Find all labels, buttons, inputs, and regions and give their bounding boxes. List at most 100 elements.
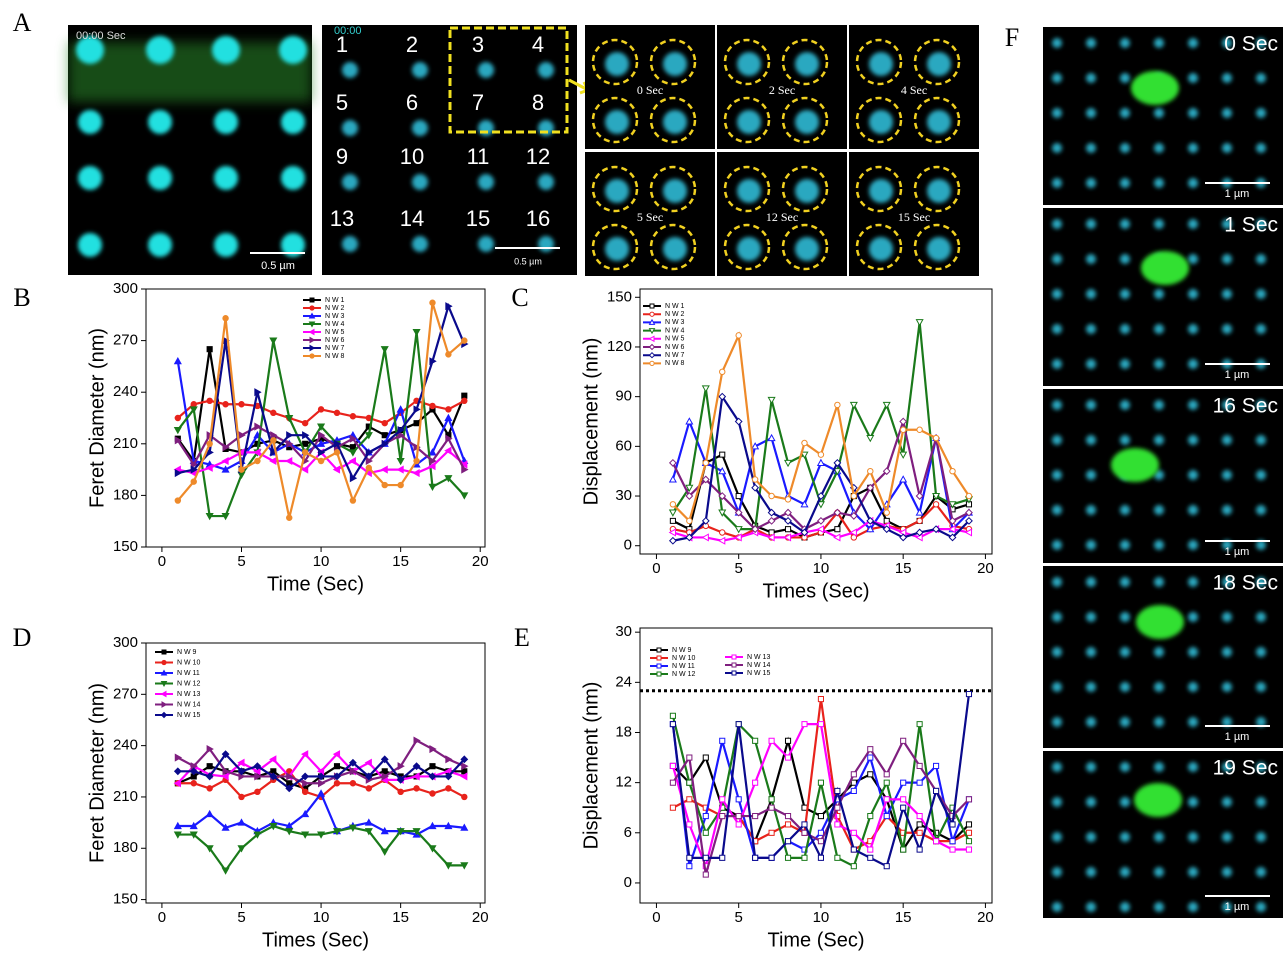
data-point — [302, 431, 310, 440]
dashed-outline — [723, 223, 771, 271]
scale-label: 1 µm — [1225, 901, 1250, 913]
data-point — [254, 422, 262, 431]
y-tick-label: 270 — [113, 685, 138, 702]
legend-marker — [649, 311, 655, 317]
legend-label: N W 4 — [665, 327, 685, 334]
legend-marker — [161, 701, 168, 708]
data-point — [669, 517, 676, 524]
legend-label: N W 2 — [665, 311, 685, 318]
fluorescent-spot — [538, 120, 554, 136]
fluorescent-spot — [1256, 867, 1266, 877]
fluorescent-spot — [1052, 505, 1062, 515]
fluorescent-spot — [1052, 797, 1062, 807]
fluorescent-spot — [1188, 717, 1198, 727]
fluorescent-spot — [1052, 254, 1062, 264]
data-point — [899, 533, 908, 542]
fluorescent-spot — [1086, 470, 1096, 480]
panel-letter: A — [13, 8, 32, 37]
dashed-outline — [723, 165, 771, 213]
data-point — [461, 392, 468, 399]
frame-time: 2 Sec — [769, 83, 795, 97]
data-point — [380, 346, 389, 354]
data-point — [767, 433, 776, 442]
image-tile — [585, 25, 715, 149]
y-tick-label: 180 — [113, 486, 138, 503]
x-axis-title: Times (Sec) — [762, 580, 869, 602]
fluorescent-spot — [1154, 540, 1164, 550]
fluorescent-spot — [1086, 289, 1096, 299]
data-point — [734, 533, 742, 542]
data-point — [719, 813, 726, 820]
data-point — [800, 500, 809, 508]
data-point — [735, 492, 742, 500]
data-point — [332, 828, 342, 836]
green-cell — [1136, 605, 1184, 639]
legend-label: N W 12 — [672, 671, 695, 678]
data-point — [784, 813, 792, 820]
data-point — [206, 397, 213, 405]
legend-label: N W 6 — [325, 337, 345, 344]
fluorescent-spot — [1188, 682, 1198, 692]
fluorescent-spot — [1188, 577, 1198, 587]
fluorescent-spot — [1256, 400, 1266, 410]
fluorescent-spot — [1120, 797, 1130, 807]
data-point — [916, 517, 923, 525]
y-tick-label: 12 — [615, 774, 632, 791]
legend-label: N W 4 — [325, 321, 345, 328]
data-point — [413, 785, 420, 792]
legend-marker — [731, 654, 737, 660]
legend-label: N W 11 — [177, 670, 200, 677]
fluorescent-spot — [1222, 73, 1232, 83]
fluorescent-spot — [1086, 219, 1096, 229]
data-point — [817, 829, 824, 836]
legend-marker — [656, 655, 662, 661]
legend-marker — [308, 321, 316, 328]
data-point — [701, 385, 710, 393]
data-point — [833, 458, 842, 467]
data-point — [221, 512, 230, 521]
frame-time: 0 Sec — [637, 83, 663, 97]
fluorescent-spot — [1256, 289, 1266, 299]
data-point — [333, 449, 341, 456]
data-point — [189, 406, 198, 414]
data-point — [719, 737, 726, 744]
dashed-outline — [649, 38, 697, 86]
y-tick-label: 90 — [615, 388, 632, 405]
fluorescent-spot — [1086, 178, 1096, 188]
data-point — [834, 854, 841, 861]
fluorescent-spot — [1222, 108, 1232, 118]
data-point — [686, 517, 693, 525]
legend-label: N W 13 — [177, 691, 200, 698]
data-point — [834, 526, 841, 533]
data-point — [932, 492, 941, 501]
fluorescent-spot — [1256, 612, 1266, 622]
data-point — [850, 863, 857, 870]
dashed-outline — [781, 96, 829, 144]
plot-frame — [639, 288, 993, 555]
fluorescent-spot — [1154, 108, 1164, 118]
data-point — [834, 821, 841, 828]
data-point — [445, 755, 453, 764]
fluorescent-spot — [1222, 435, 1232, 445]
data-point — [348, 449, 357, 457]
legend-label: N W 7 — [665, 352, 685, 359]
fluorescent-spot — [1188, 867, 1198, 877]
data-point — [206, 440, 213, 448]
fluorescent-spot — [1188, 254, 1198, 264]
fluorescent-spot — [78, 233, 102, 257]
legend-marker — [161, 649, 167, 655]
data-point — [429, 745, 437, 754]
data-point — [301, 831, 310, 839]
data-point — [867, 467, 874, 475]
legend-marker — [160, 681, 168, 688]
data-point — [317, 406, 325, 413]
fluorescent-spot — [1222, 289, 1232, 299]
y-tick-label: 180 — [113, 839, 138, 856]
data-point — [429, 299, 436, 306]
fluorescent-spot — [1086, 762, 1096, 772]
data-point — [768, 829, 775, 836]
data-point — [669, 721, 676, 728]
fluorescent-spot — [1052, 762, 1062, 772]
fluorescent-spot — [1052, 400, 1062, 410]
data-point — [461, 397, 468, 405]
